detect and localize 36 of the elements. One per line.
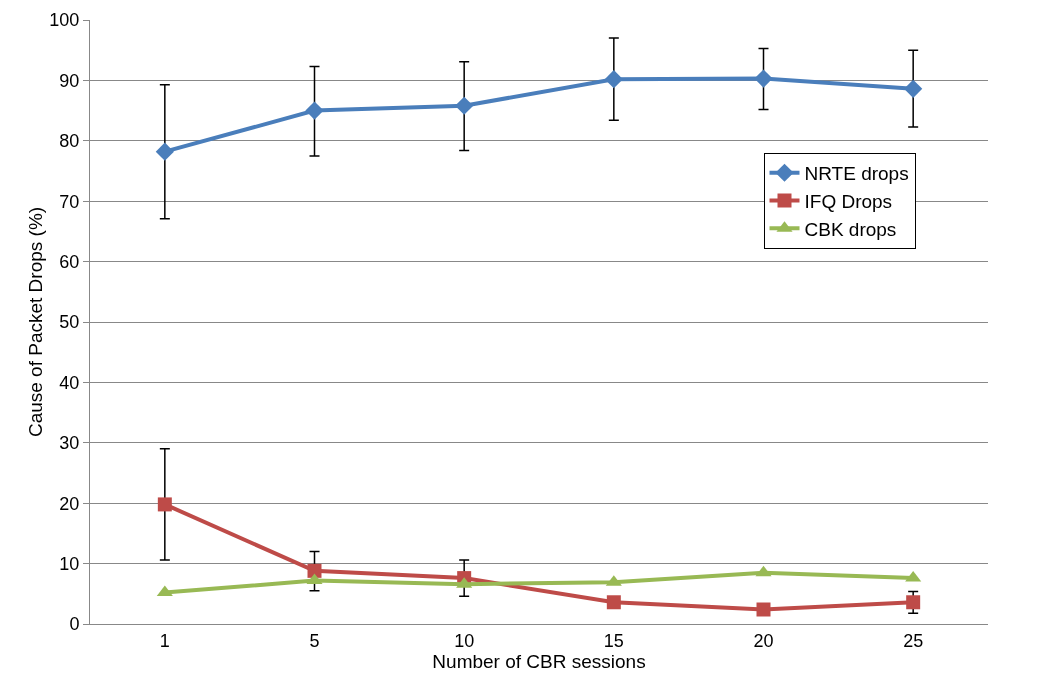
point [155, 142, 174, 161]
y-tick-label: 40 [59, 372, 80, 393]
y-tick-label: 50 [59, 312, 80, 333]
y-tick-label: 0 [69, 614, 80, 635]
legend-label: IFQ Drops [804, 190, 893, 212]
point [157, 497, 172, 512]
legend-label: CBK drops [804, 218, 897, 240]
x-tick-label: 5 [309, 630, 320, 651]
x-tick-label: 25 [903, 630, 924, 651]
point [904, 79, 923, 98]
point [307, 563, 322, 578]
point [906, 595, 921, 610]
point [604, 70, 623, 89]
y-tick-label: 20 [59, 493, 80, 514]
legend-label: NRTE drops [804, 163, 909, 185]
point [756, 602, 771, 617]
y-tick-label: 10 [59, 553, 80, 574]
x-tick-label: 10 [454, 630, 475, 651]
y-axis-title: Cause of Packet Drops (%) [25, 206, 46, 438]
point [755, 565, 772, 577]
y-tick-label: 70 [59, 191, 80, 212]
point [606, 595, 621, 610]
point [754, 69, 773, 88]
x-axis-title: Number of CBR sessions [432, 650, 646, 672]
point [156, 585, 173, 597]
point [305, 101, 324, 120]
y-tick-label: 90 [59, 70, 80, 91]
y-tick-label: 60 [59, 251, 80, 272]
y-tick-label: 100 [49, 10, 80, 31]
x-tick-label: 15 [603, 630, 624, 651]
y-tick-label: 30 [59, 433, 80, 454]
point [455, 96, 474, 115]
y-tick-label: 80 [59, 131, 80, 152]
point [306, 573, 323, 585]
x-tick-label: 1 [159, 630, 170, 651]
x-tick-label: 20 [753, 630, 774, 651]
